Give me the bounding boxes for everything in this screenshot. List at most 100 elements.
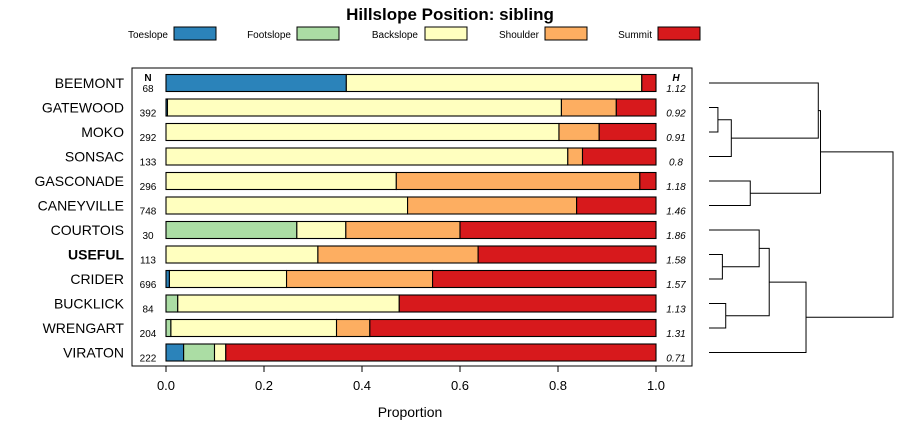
h-header: H [672,73,680,84]
row-n-caneyville: 748 [140,207,157,218]
bar-segment-sonsac-backslope [165,147,569,166]
bar-segment-beemont-backslope [345,73,643,93]
dendrogram-branch-7 [709,303,727,329]
bar-segment-gatewood-shoulder [560,98,617,117]
chart-title: Hillslope Position: sibling [346,5,554,24]
row-h-gasconade: 1.18 [666,182,686,193]
bar-segment-courtois-shoulder [345,220,461,240]
legend-swatch-summit [657,26,701,41]
row-label-caneyville: CANEYVILLE [38,198,124,214]
bar-segment-useful-summit [477,245,657,264]
bar-segment-gasconade-summit [639,171,657,191]
row-label-gasconade: GASCONADE [35,173,124,189]
dendrogram-branch-5 [709,254,723,280]
legend-label-summit: Summit [618,30,652,41]
bar-segment-moko-backslope [165,122,560,142]
bar-segment-useful-backslope [165,245,319,264]
row-h-gatewood: 0.92 [666,109,686,120]
bar-row-beemont: BEEMONT 68 1.12 [55,73,686,95]
bar-row-caneyville: CANEYVILLE 748 1.46 [38,196,686,218]
row-h-viraton: 0.71 [666,354,685,365]
bar-segment-wrengart-summit [369,318,657,338]
legend-swatch-toeslope [173,26,217,41]
bar-segment-bucklick-backslope [177,294,400,313]
bar-segment-wrengart-backslope [170,318,338,338]
bar-segment-crider-backslope [168,269,288,289]
bar-segment-viraton-summit [225,343,657,362]
bar-segment-wrengart-footslope [165,318,172,338]
legend-label-backslope: Backslope [372,30,419,41]
bar-segment-courtois-backslope [296,220,347,240]
bar-segment-moko-shoulder [558,122,600,142]
row-n-bucklick: 84 [142,305,154,316]
bar-segment-crider-summit [432,269,657,289]
row-h-beemont: 1.12 [666,84,686,95]
bar-row-moko: MOKO 292 0.91 [81,122,686,144]
bar-segment-beemont-toeslope [165,73,347,93]
row-n-courtois: 30 [142,231,154,242]
row-h-sonsac: 0.8 [669,158,683,169]
bar-segment-courtois-footslope [165,220,298,240]
legend: Toeslope Footslope Backslope Shoulder Summit [128,26,701,41]
x-tick-label-3: 0.6 [451,378,469,393]
legend-label-footslope: Footslope [247,30,291,41]
bar-segment-beemont-summit [641,73,657,93]
row-n-beemont: 68 [142,84,154,95]
dendrogram-branch-4 [750,110,822,194]
dendrogram-branch-9 [709,281,807,353]
dendrogram-branch-6 [709,229,760,268]
bar-rows: BEEMONT 68 1.12 GATEWOOD 392 0.92 MOKO 292 0.91 S… [35,73,686,365]
bar-row-gasconade: GASCONADE 296 1.18 [35,171,686,193]
x-tick-label-4: 0.8 [549,378,567,393]
bar-segment-crider-shoulder [285,269,434,289]
bar-segment-viraton-toeslope [165,343,185,362]
x-axis: 0.0 0.2 0.4 0.6 0.8 1.0 [157,366,665,393]
dendrogram-branch-8 [725,247,770,317]
dendrogram-branch-1 [709,119,732,157]
bar-segment-sonsac-shoulder [567,147,584,166]
row-h-crider: 1.57 [666,280,686,291]
legend-swatch-backslope [424,26,468,41]
bar-segment-moko-summit [598,122,657,142]
bar-segment-caneyville-summit [576,196,657,215]
x-tick-label-0: 0.0 [157,378,175,393]
bar-row-sonsac: SONSAC 133 0.8 [65,147,683,169]
row-h-caneyville: 1.46 [666,207,686,218]
legend-swatch-footslope [296,26,340,41]
bar-segment-caneyville-shoulder [407,196,578,215]
dendrogram-branch-0 [709,107,719,133]
dendrogram-branch-3 [709,180,751,206]
row-n-gatewood: 392 [140,109,157,120]
bar-segment-gasconade-backslope [165,171,397,191]
row-h-moko: 0.91 [666,133,685,144]
row-h-courtois: 1.86 [666,231,686,242]
bar-segment-gatewood-backslope [166,98,562,117]
row-n-viraton: 222 [140,354,157,365]
row-label-gatewood: GATEWOOD [42,100,124,116]
x-tick-label-5: 1.0 [647,378,665,393]
legend-label-toeslope: Toeslope [128,30,168,41]
row-label-crider: CRIDER [70,271,124,287]
row-label-sonsac: SONSAC [65,149,124,165]
row-n-moko: 292 [140,133,157,144]
bar-segment-caneyville-backslope [165,196,409,215]
row-label-viraton: VIRATON [63,345,124,361]
n-header: N [144,73,151,84]
x-tick-label-2: 0.4 [353,378,371,393]
dendrogram-branch-2 [709,82,819,139]
row-label-bucklick: BUCKLICK [54,296,125,312]
row-label-moko: MOKO [81,124,124,140]
bar-row-bucklick: BUCKLICK 84 1.13 [54,294,686,316]
row-n-useful: 113 [140,256,156,267]
row-h-bucklick: 1.13 [666,305,686,316]
bar-row-crider: CRIDER 696 1.57 [70,269,686,291]
bar-segment-bucklick-footslope [165,294,179,313]
legend-swatch-shoulder [544,26,588,41]
bar-segment-viraton-backslope [213,343,227,362]
bar-row-useful: USEFUL 113 1.58 [68,245,686,267]
plot-frame [131,67,693,367]
dendrogram-branch-10 [806,151,894,318]
row-label-wrengart: WRENGART [43,320,125,336]
bar-segment-gasconade-shoulder [395,171,641,191]
